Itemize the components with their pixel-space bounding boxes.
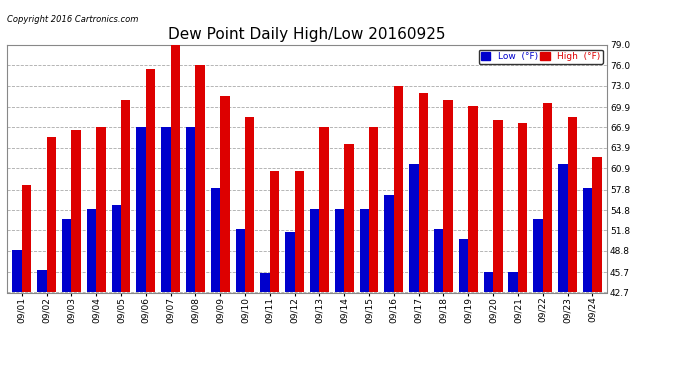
Bar: [121, 99, 130, 292]
Bar: [270, 171, 279, 292]
Bar: [137, 127, 146, 292]
Bar: [434, 229, 444, 292]
Bar: [533, 219, 543, 292]
Bar: [12, 249, 22, 292]
Bar: [146, 69, 155, 292]
Bar: [583, 188, 592, 292]
Bar: [220, 96, 230, 292]
Bar: [419, 93, 428, 292]
Bar: [543, 103, 552, 292]
Bar: [47, 137, 56, 292]
Bar: [161, 127, 170, 292]
Bar: [62, 219, 71, 292]
Bar: [469, 106, 477, 292]
Bar: [369, 127, 379, 292]
Bar: [195, 66, 205, 292]
Bar: [96, 127, 106, 292]
Bar: [384, 195, 394, 292]
Bar: [558, 164, 567, 292]
Bar: [484, 272, 493, 292]
Bar: [518, 123, 527, 292]
Bar: [394, 86, 403, 292]
Bar: [335, 209, 344, 292]
Bar: [592, 158, 602, 292]
Bar: [409, 164, 419, 292]
Bar: [310, 209, 319, 292]
Bar: [295, 171, 304, 292]
Bar: [285, 232, 295, 292]
Bar: [459, 239, 469, 292]
Bar: [37, 270, 47, 292]
Title: Dew Point Daily High/Low 20160925: Dew Point Daily High/Low 20160925: [168, 27, 446, 42]
Bar: [319, 127, 329, 292]
Bar: [211, 188, 220, 292]
Bar: [260, 273, 270, 292]
Bar: [567, 117, 577, 292]
Bar: [186, 127, 195, 292]
Bar: [71, 130, 81, 292]
Legend: Low  (°F), High  (°F): Low (°F), High (°F): [479, 50, 602, 64]
Text: Copyright 2016 Cartronics.com: Copyright 2016 Cartronics.com: [7, 15, 138, 24]
Bar: [245, 117, 255, 292]
Bar: [87, 209, 96, 292]
Bar: [493, 120, 502, 292]
Bar: [344, 144, 354, 292]
Bar: [359, 209, 369, 292]
Bar: [22, 185, 31, 292]
Bar: [235, 229, 245, 292]
Bar: [170, 42, 180, 292]
Bar: [112, 205, 121, 292]
Bar: [509, 272, 518, 292]
Bar: [444, 99, 453, 292]
